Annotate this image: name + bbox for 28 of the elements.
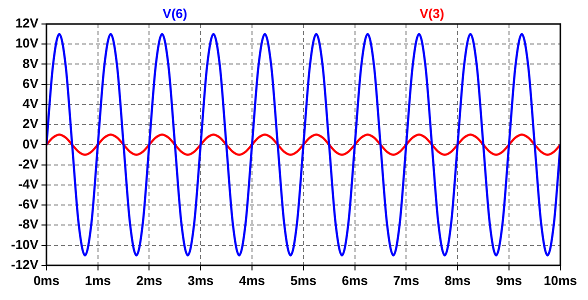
text: V(3) (420, 6, 444, 22)
x-tick-label: 7ms (393, 272, 420, 288)
y-tick-label: 10V (15, 36, 39, 51)
x-tick-label: 8ms (444, 272, 471, 288)
y-tick-label: 12V (15, 16, 39, 31)
y-tick-label: -6V (18, 196, 39, 212)
y-tick-label: -10V (10, 236, 39, 252)
y-tick-label: 2V (22, 116, 39, 132)
y-tick-label: 6V (22, 76, 39, 91)
y-tick-label: -8V (18, 216, 39, 232)
line-series (46, 134, 560, 156)
x-tick-label: 0ms (33, 272, 60, 288)
x-tick-label: 6ms (342, 272, 368, 288)
line-series (46, 32, 560, 256)
x-tick-label: 9ms (496, 272, 522, 288)
series-label: V(6) (162, 6, 188, 22)
y-tick-label: -12V (10, 256, 39, 272)
x-tick-label: 3ms (188, 272, 214, 288)
y-tick-label: -2V (18, 156, 39, 172)
x-tick-label: 5ms (290, 272, 316, 288)
y-tick-label: -4V (18, 176, 39, 192)
y-tick-label: 0V (22, 136, 39, 152)
x-tick-label: 1ms (84, 272, 111, 288)
x-tick-label: 4ms (239, 272, 266, 288)
x-tick-label: 10ms (544, 272, 577, 288)
y-tick-label: 8V (22, 56, 39, 71)
y-tick-label: 4V (22, 96, 39, 112)
x-tick-label: 2ms (136, 272, 162, 288)
